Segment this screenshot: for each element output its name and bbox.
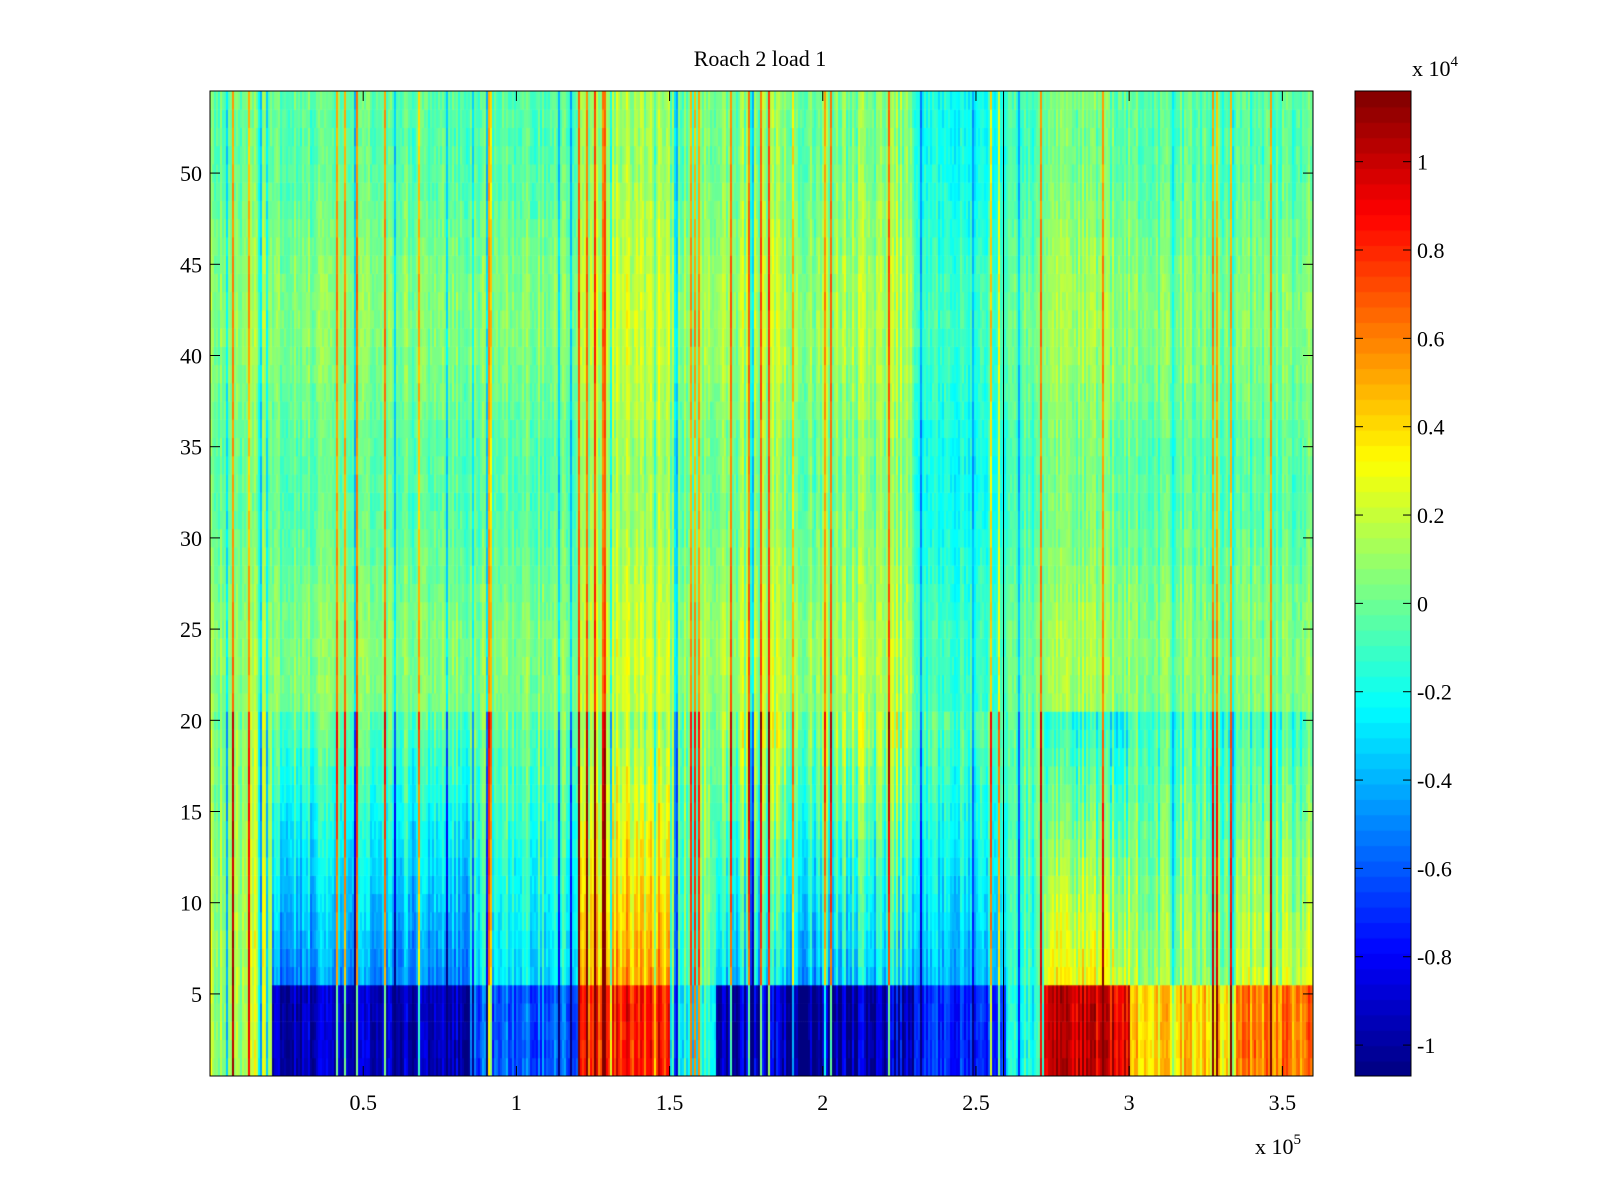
colorbar-tick-label: 1 xyxy=(1417,150,1428,175)
x-axis: 0.5 1 1.5 2 2.5 3 3.5 xyxy=(349,91,1296,1115)
colorbar-tick-label: 0.4 xyxy=(1417,415,1445,440)
y-tick-label: 30 xyxy=(180,526,202,551)
colorbar-exponent-label: x 104 xyxy=(1412,54,1459,81)
colorbar-tick-label: 0.6 xyxy=(1417,326,1445,351)
x-tick-label: 3 xyxy=(1124,1090,1135,1115)
y-tick-label: 10 xyxy=(180,891,202,916)
y-tick-label: 20 xyxy=(180,708,202,733)
colorbar-tick-label: -0.4 xyxy=(1417,768,1452,793)
y-tick-label: 50 xyxy=(180,161,202,186)
colorbar-tick-label: -1 xyxy=(1417,1033,1435,1058)
chart-title: Roach 2 load 1 xyxy=(694,46,827,71)
x-tick-label: 2.5 xyxy=(962,1090,990,1115)
colorbar-image xyxy=(1355,91,1411,1076)
colorbar-tick-label: -0.6 xyxy=(1417,856,1452,881)
y-tick-label: 25 xyxy=(180,617,202,642)
x-tick-label: 1 xyxy=(511,1090,522,1115)
y-tick-label: 45 xyxy=(180,252,202,277)
x-tick-label: 0.5 xyxy=(349,1090,377,1115)
y-tick-label: 35 xyxy=(180,435,202,460)
x-tick-label: 1.5 xyxy=(656,1090,684,1115)
plot-frame xyxy=(209,90,1314,1077)
y-axis: 5 10 15 20 25 30 35 40 45 50 xyxy=(180,161,1313,1007)
x-tick-label: 2 xyxy=(817,1090,828,1115)
heatmap-image xyxy=(210,91,1313,1076)
colorbar-frame xyxy=(1354,90,1412,1077)
colorbar-tick-label: 0.2 xyxy=(1417,503,1445,528)
x-tick-label: 3.5 xyxy=(1269,1090,1297,1115)
colorbar-axis: -1 -0.8 -0.6 -0.4 -0.2 0 0.2 0.4 0.6 0.8 1 xyxy=(1355,150,1452,1058)
colorbar-tick-label: 0.8 xyxy=(1417,238,1445,263)
y-tick-label: 5 xyxy=(191,982,202,1007)
y-tick-label: 15 xyxy=(180,800,202,825)
colorbar-tick-label: -0.8 xyxy=(1417,945,1452,970)
x-exponent-label: x 105 xyxy=(1255,1132,1301,1159)
colorbar-tick-label: -0.2 xyxy=(1417,680,1452,705)
colorbar-tick-label: 0 xyxy=(1417,591,1428,616)
y-tick-label: 40 xyxy=(180,343,202,368)
